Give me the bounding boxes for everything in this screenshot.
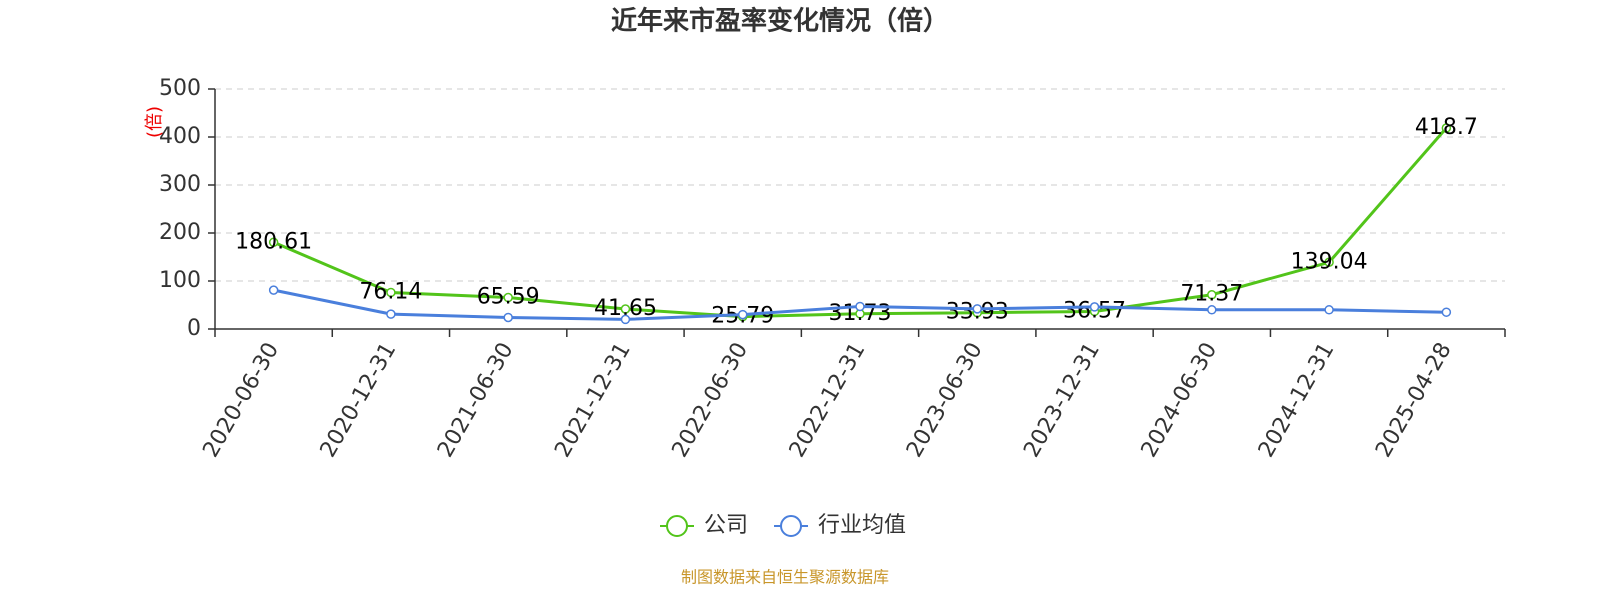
- point: [268, 237, 279, 248]
- point: [1324, 305, 1334, 315]
- x-tick-label: 2022-12-31: [785, 339, 871, 462]
- x-tick-label: 2021-12-31: [550, 339, 636, 462]
- data-label: 180.61: [235, 229, 312, 254]
- series-line: [273, 127, 1448, 319]
- x-tick-label: 2023-06-30: [902, 339, 988, 462]
- legend-marker: [780, 515, 803, 537]
- data-label: 418.7: [1415, 115, 1478, 140]
- point: [1324, 257, 1334, 268]
- point: [620, 304, 631, 314]
- point: [620, 314, 631, 325]
- y-tick-label: 0: [187, 316, 201, 341]
- y-tick-label: 200: [159, 220, 201, 245]
- point: [503, 312, 513, 323]
- data-label: 76.14: [359, 279, 422, 304]
- data-label: 139.04: [1291, 249, 1368, 274]
- chart-title: 近年来市盈率变化情况（倍）: [611, 6, 949, 37]
- y-tick-label: 400: [159, 124, 201, 149]
- legend-label: 公司: [704, 513, 748, 538]
- legend-marker: [666, 515, 688, 537]
- x-tick-label: 2020-06-30: [198, 339, 284, 462]
- x-tick-label: 2023-12-31: [1019, 339, 1105, 462]
- legend-label: 行业均值: [818, 513, 906, 538]
- x-tick-label: 2025-04-28: [1371, 339, 1457, 462]
- point: [1089, 302, 1100, 312]
- x-tick-label: 2022-06-30: [668, 339, 754, 462]
- y-tick-label: 500: [159, 76, 201, 101]
- legend-item[interactable]: 行业均值: [774, 513, 906, 538]
- source-note: 制图数据来自恒生聚源数据库: [681, 568, 889, 587]
- data-label: 65.59: [477, 285, 540, 310]
- legend-item[interactable]: 公司: [660, 513, 748, 538]
- data-label: 71.37: [1180, 282, 1243, 307]
- point: [386, 287, 396, 298]
- point: [1441, 307, 1452, 317]
- y-tick-label: 100: [159, 268, 201, 293]
- point: [972, 304, 983, 314]
- x-tick-label: 2021-06-30: [433, 339, 519, 462]
- point: [268, 285, 279, 295]
- y-axis-label: (倍): [144, 106, 165, 138]
- point: [1207, 289, 1217, 300]
- x-tick-label: 2024-06-30: [1137, 339, 1223, 462]
- x-tick-label: 2020-12-31: [316, 338, 402, 461]
- point: [386, 309, 396, 319]
- point: [1207, 305, 1217, 315]
- point: [737, 309, 748, 320]
- y-tick-label: 300: [159, 172, 201, 197]
- point: [1441, 123, 1452, 133]
- point: [855, 301, 865, 312]
- x-tick-label: 2024-12-31: [1254, 339, 1340, 462]
- point: [503, 292, 513, 303]
